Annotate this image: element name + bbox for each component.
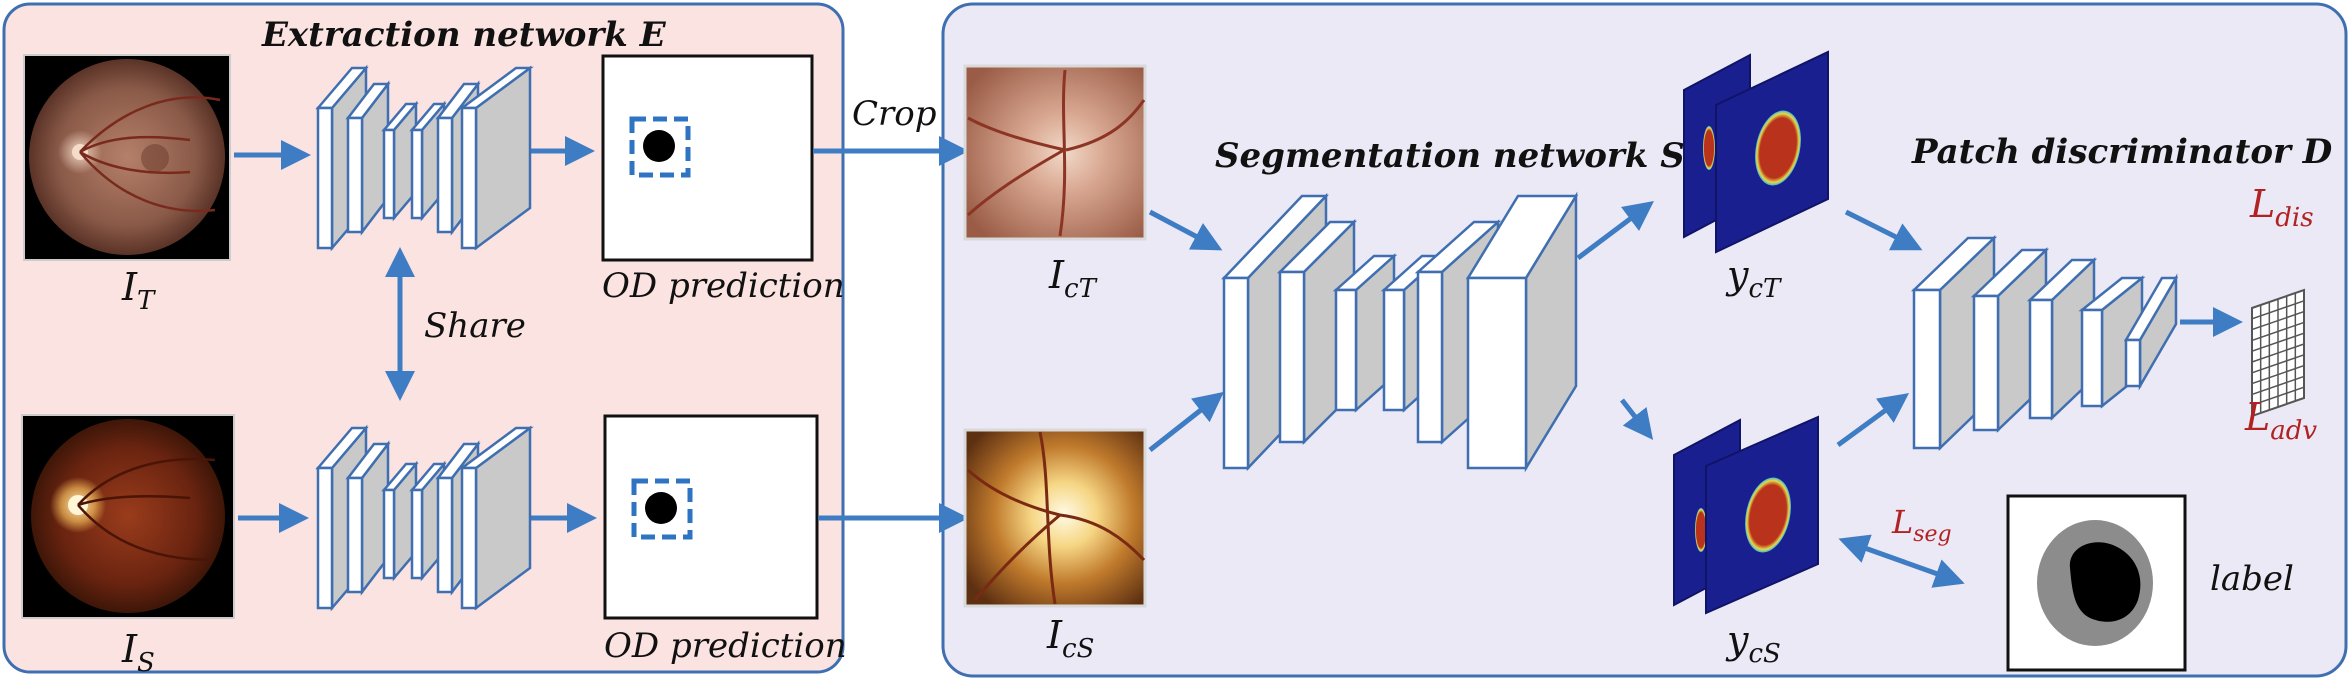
ground-truth-label-icon [2006,494,2187,672]
arrow-crop-bottom-to-seg [1148,391,1224,452]
extraction-network-top [315,64,534,252]
extraction-network-bottom [315,424,534,612]
patch-discriminator [1910,235,2179,451]
loss-dis-label: Ldis [2249,182,2314,233]
layer-front [316,466,334,610]
discriminator-title: Patch discriminator D [1911,132,2333,172]
layer-front [436,476,454,594]
segmentation-panel [941,2,2348,678]
patch-grid-line [2251,310,2305,331]
layer-front [1466,276,1528,470]
output-bottom-label: ycS [1725,618,1781,669]
crop-bottom-label: IcS [1046,613,1094,664]
patch-grid-line [2251,364,2305,385]
layer-front [410,488,424,580]
arrow-ycT-to-disc [1844,209,1923,251]
arrow-crop-top-to-seg [1148,209,1223,251]
layer-front [1416,270,1444,444]
share-label: Share [424,306,526,346]
layer-front [1972,294,2000,432]
output-top-label: ycT [1725,253,1782,304]
layer-front [1382,288,1406,412]
od-prediction-top [601,54,814,262]
arrow-seg-to-ycT [1576,201,1654,260]
layer-front [460,106,478,250]
layer-front [316,106,334,250]
layer-front [1278,270,1306,444]
patch-grid-line [2251,332,2305,352]
optic-disc-crop-icon [963,428,1147,608]
layer-front [436,116,454,234]
layer-front [2080,308,2104,408]
od-prediction-bottom [603,414,819,620]
patch-grid-line [2251,386,2305,406]
layer-front [382,488,396,580]
input-bottom-label: IS [121,627,155,678]
patch-grid-line [2251,375,2305,396]
patch-grid-line [2251,321,2305,342]
od-prediction-bottom-label: OD prediction [604,626,847,666]
input-top-label: IT [121,265,156,316]
patch-grid-line [2251,354,2305,374]
layer-front [1912,288,1942,450]
segmentation-network [1221,191,1579,473]
label-text: label [2210,559,2294,599]
optic-disc-crop-icon [963,64,1147,241]
layer-front [2124,338,2142,388]
layer-front [382,128,396,220]
layer-front [410,128,424,220]
patch-grid-line [2251,343,2305,363]
crop-label: Crop [852,94,937,134]
layer-front [2028,298,2054,420]
arrow-ycS-to-disc [1836,393,1910,448]
layer-front [1222,276,1250,470]
patch-grid-icon [2251,288,2305,418]
loss-adv-label: Ladv [2244,395,2317,446]
segmentation-map-icon [1683,50,1829,254]
segmentation-title: Segmentation network S [1215,136,1685,176]
layer-front [346,476,364,594]
layer-front [460,466,478,610]
fundus-image-icon [23,54,231,261]
segmentation-map-icon [1673,415,1819,615]
loss-seg-arrow [1838,534,1965,588]
crop-top-label: IcT [1048,253,1098,304]
layer-front [1334,288,1358,412]
fundus-image-icon [21,414,235,619]
od-prediction-top-label: OD prediction [602,266,845,306]
extraction-title: Extraction network E [261,15,667,55]
layer-front [346,116,364,234]
arrow-seg-to-ycS [1620,398,1654,440]
patch-grid-line [2251,300,2305,320]
